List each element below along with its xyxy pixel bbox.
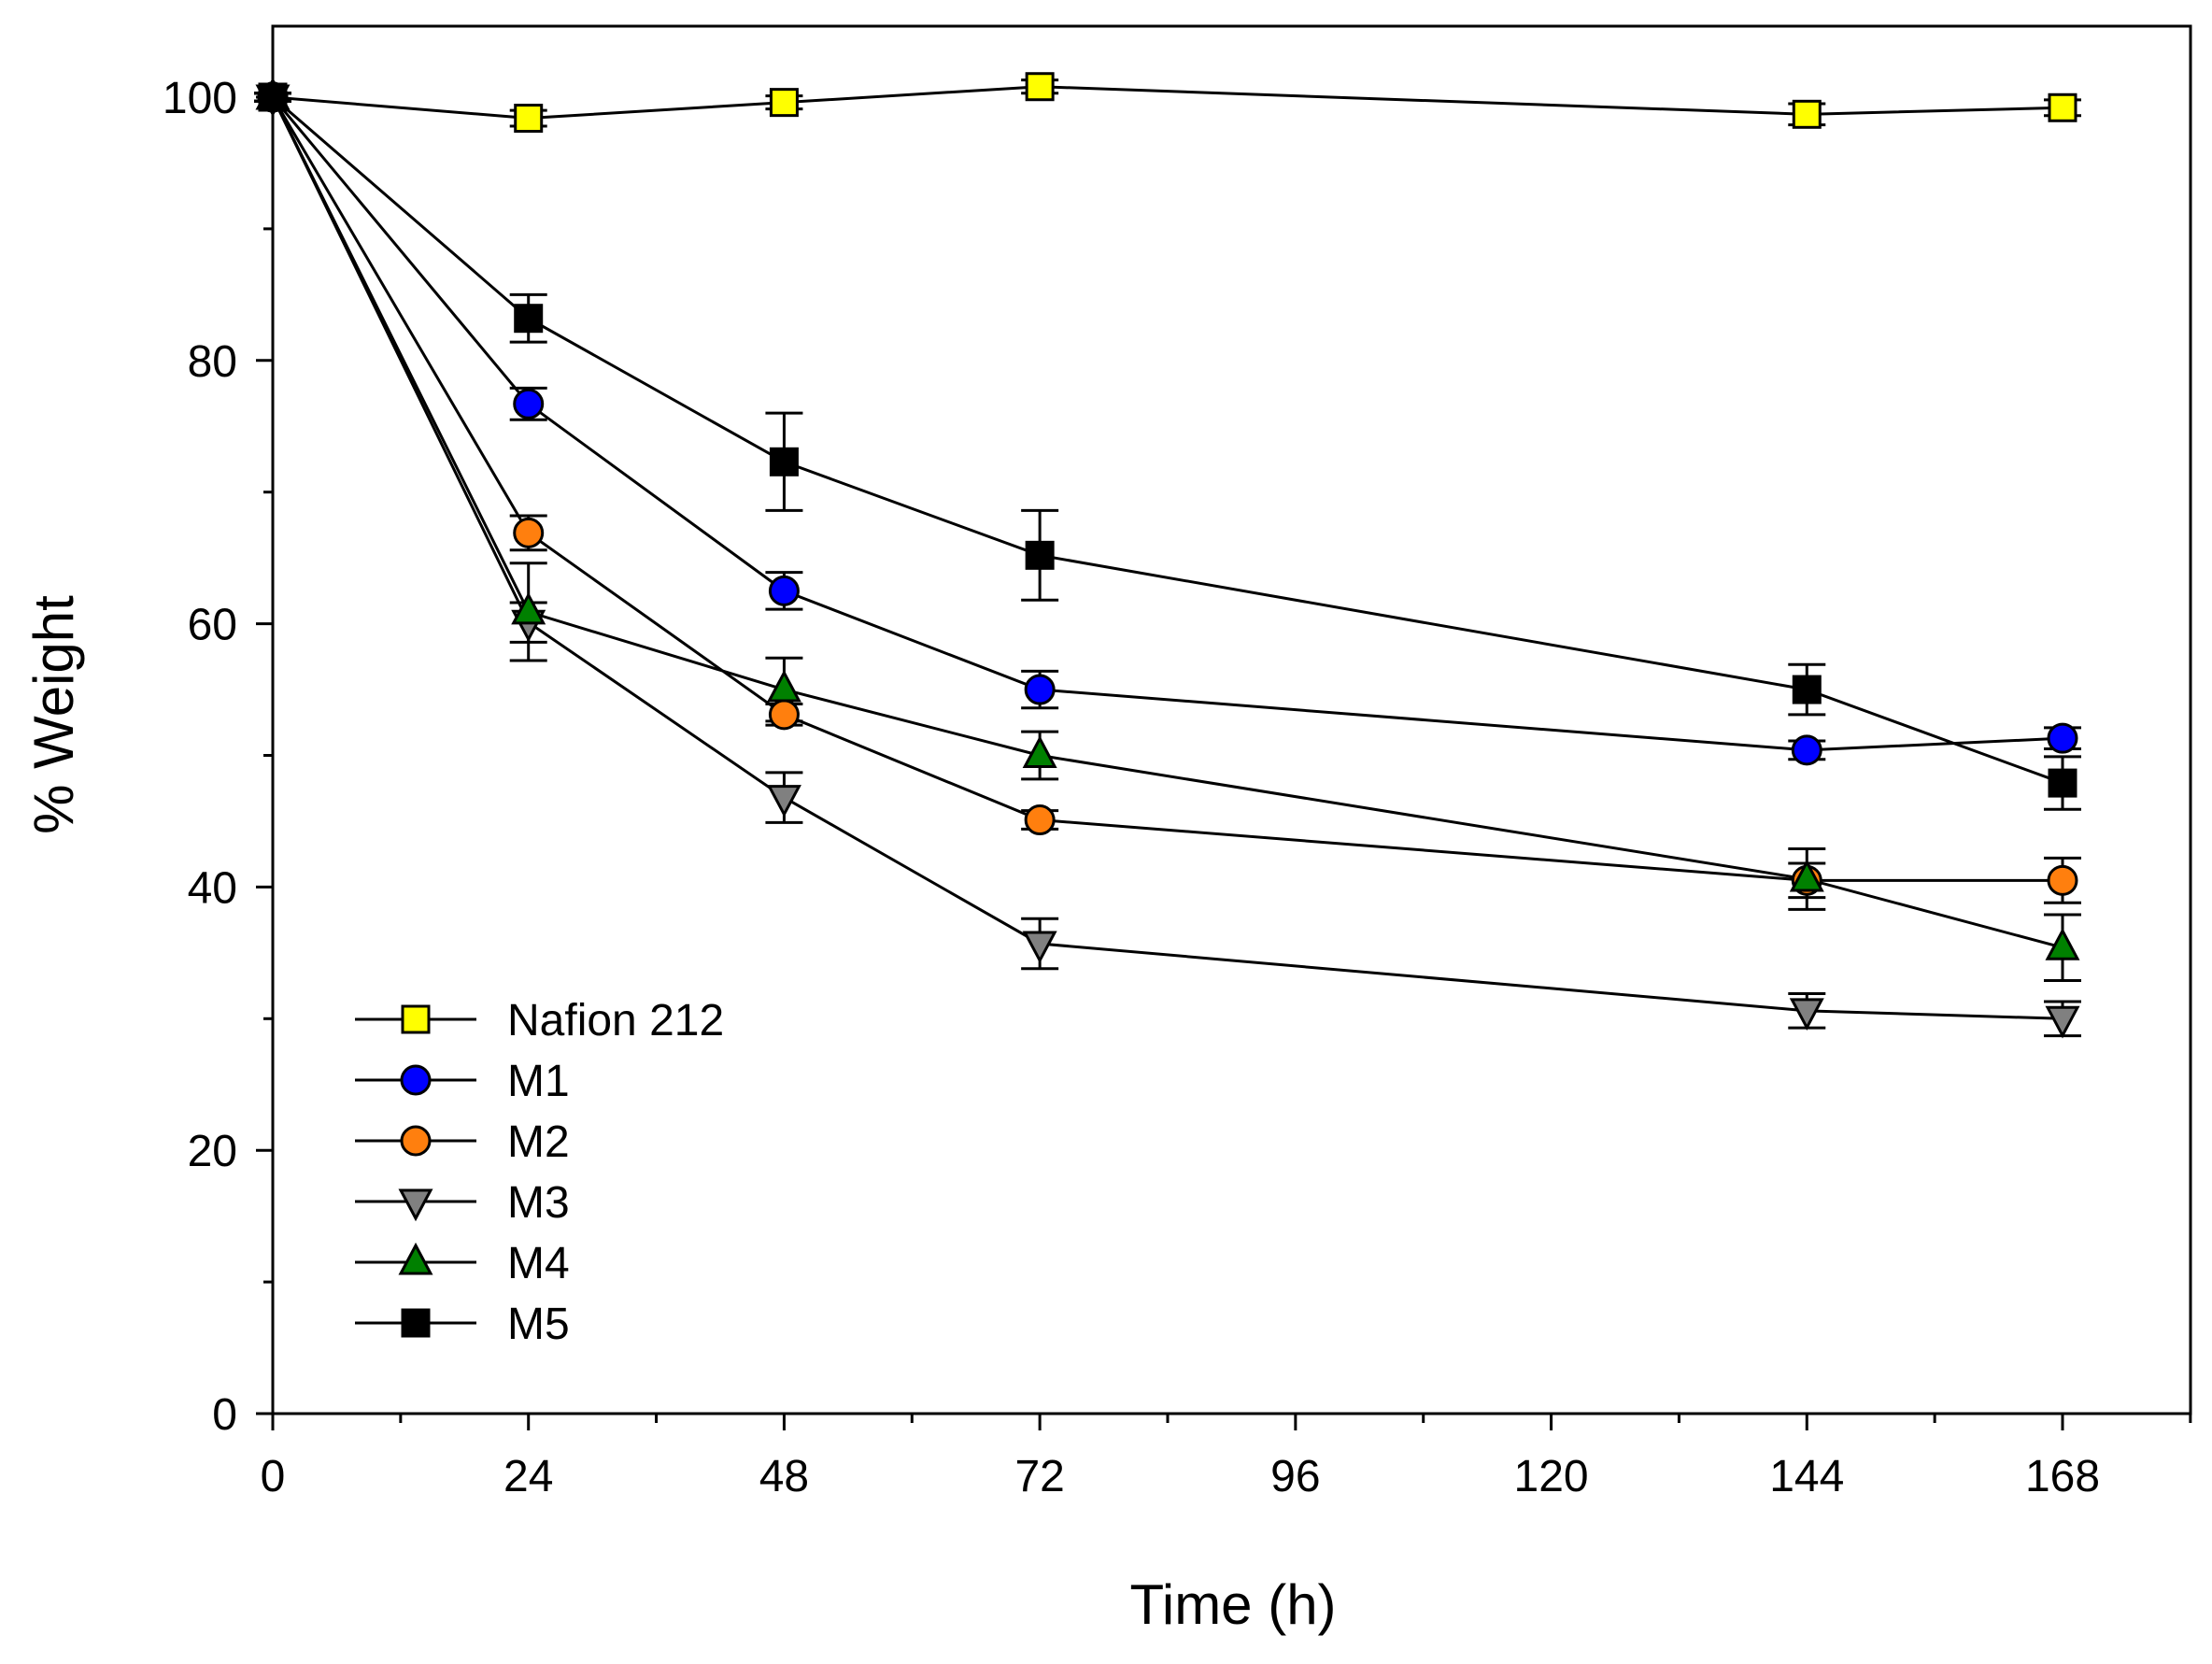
data-point-m5	[769, 447, 799, 476]
data-point-m5	[1025, 540, 1055, 570]
legend-marker	[398, 1188, 433, 1222]
y-tick-label: 60	[188, 601, 237, 650]
legend-label: Nafion 212	[507, 996, 724, 1045]
y-tick-label: 80	[188, 337, 237, 387]
x-tick-label: 0	[261, 1452, 286, 1501]
legend-item-m3: M3	[355, 1178, 570, 1228]
legend-label: M2	[507, 1117, 570, 1167]
data-point-m3	[766, 785, 801, 818]
data-point-m4	[2045, 928, 2080, 960]
legend-marker	[401, 1004, 431, 1034]
data-point-m4	[1022, 735, 1057, 768]
data-point-m5	[2048, 768, 2077, 798]
data-point-m1	[768, 575, 800, 606]
legend-marker	[400, 1064, 432, 1096]
legend-label: M4	[507, 1239, 570, 1288]
data-point-nafion-212	[514, 104, 544, 134]
legend-item-m5: M5	[355, 1300, 570, 1349]
data-point-m4	[511, 591, 546, 625]
data-point-nafion-212	[2048, 92, 2077, 122]
plot-area	[271, 24, 2192, 1415]
series-line-m1	[271, 96, 2063, 752]
data-point-m1	[513, 388, 545, 420]
series-lines	[271, 85, 2063, 1020]
series-line-m3	[271, 96, 2063, 1020]
data-point-m4	[766, 669, 801, 703]
y-tick-label: 20	[188, 1127, 237, 1176]
data-point-m3	[1022, 931, 1057, 964]
data-point-nafion-212	[1025, 72, 1055, 102]
legend-label: M3	[507, 1178, 570, 1228]
data-point-m5	[514, 304, 544, 334]
data-point-m1	[1791, 734, 1822, 766]
data-point-m2	[1024, 804, 1056, 836]
y-tick-label: 100	[163, 74, 237, 123]
x-axis-title: Time (h)	[1129, 1573, 1336, 1636]
x-tick-label: 48	[759, 1452, 809, 1501]
series-points	[255, 72, 2080, 1039]
series-line-m2	[271, 96, 2063, 882]
x-tick-label: 168	[2025, 1452, 2100, 1501]
legend-label: M1	[507, 1057, 570, 1106]
x-tick-label: 24	[503, 1452, 553, 1501]
legend-item-m4: M4	[355, 1239, 570, 1288]
data-point-nafion-212	[1792, 99, 1822, 129]
data-point-m1	[1024, 674, 1056, 705]
x-tick-label: 96	[1270, 1452, 1320, 1501]
data-point-m4	[1789, 859, 1824, 892]
series-line-nafion-212	[272, 85, 2063, 121]
y-axis-title: % Weight	[22, 595, 85, 834]
x-tick-label: 144	[1769, 1452, 1844, 1501]
data-point-m1	[2047, 722, 2078, 754]
series-line-m5	[272, 95, 2063, 785]
data-point-m3	[1789, 998, 1824, 1031]
data-point-m5	[1792, 675, 1822, 704]
legend-marker	[400, 1125, 432, 1157]
x-tick-label: 72	[1014, 1452, 1064, 1501]
legend-item-m2: M2	[355, 1117, 570, 1167]
legend-item-nafion-212: Nafion 212	[355, 996, 724, 1045]
data-point-m5	[258, 82, 288, 112]
y-tick-label: 40	[188, 863, 237, 913]
data-point-nafion-212	[769, 88, 799, 118]
series-line-m4	[271, 96, 2063, 949]
data-point-m2	[2047, 864, 2078, 896]
legend-marker	[401, 1308, 431, 1338]
legend: Nafion 212 M1 M2 M3 M4 M5	[355, 996, 724, 1349]
plot-frame	[271, 24, 2192, 1415]
data-point-m2	[768, 699, 800, 731]
y-tick-label: 0	[212, 1390, 237, 1440]
data-point-m2	[513, 517, 545, 548]
legend-item-m1: M1	[355, 1057, 570, 1106]
legend-label: M5	[507, 1300, 570, 1349]
data-series	[254, 72, 2081, 1039]
axis-ticks: 0 24 48 72 96 120 144 168 0 20 40 60 80 100	[163, 74, 2192, 1501]
x-tick-label: 120	[1514, 1452, 1589, 1501]
legend-marker	[398, 1242, 433, 1275]
data-point-m3	[2045, 1005, 2080, 1039]
